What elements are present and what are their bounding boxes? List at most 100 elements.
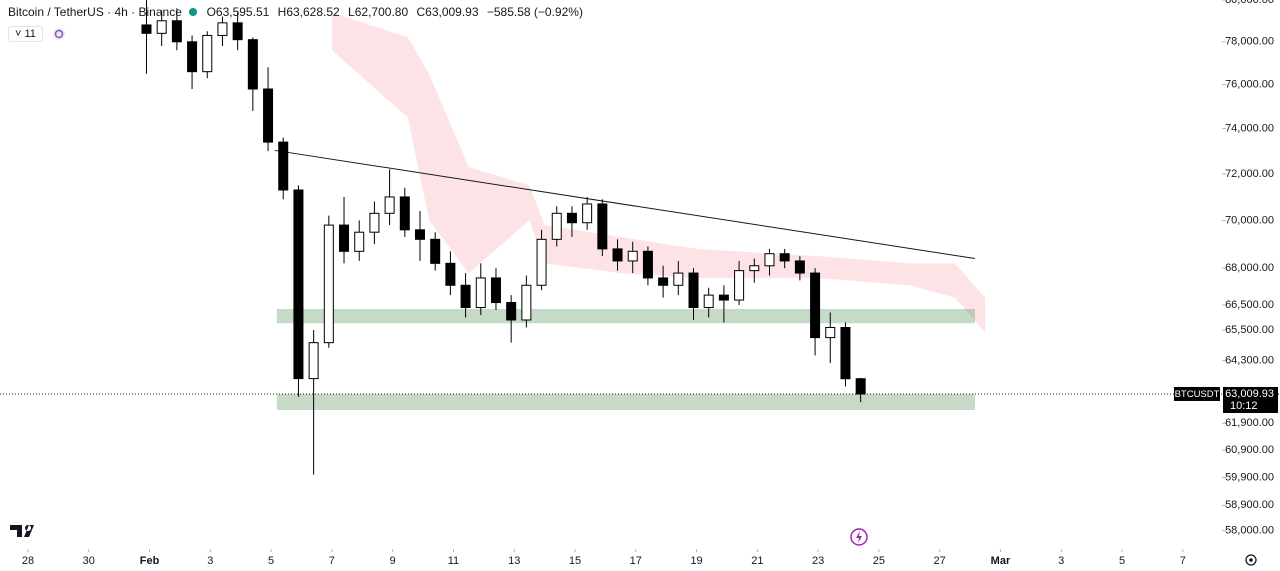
candle-body [247,39,258,90]
candle-body [354,231,365,252]
candle-body [430,238,441,264]
candle-body [475,277,486,309]
candle-body [734,270,745,301]
x-tick-label: 21 [751,555,763,567]
y-tick-label: 58,000.00 [1225,525,1274,537]
support-zone [276,308,975,324]
y-tick-label: 66,500.00 [1225,299,1274,311]
candle-body [597,203,608,250]
x-tick-label: 7 [329,555,335,567]
candle-body [156,20,167,34]
candle-body [490,277,501,304]
ohlc-label: O [206,5,216,19]
tv-logo [10,525,34,537]
y-tick-label: 64,300.00 [1225,354,1274,366]
x-tick-label: 9 [390,555,396,567]
candle-body [521,284,532,321]
ohlc-value: 63,628.52 [286,5,340,19]
ohlc-value: 63,009.93 [425,5,479,19]
candle-body [673,272,684,286]
ohlc-label: C [416,5,426,19]
gear-center [1249,558,1253,562]
gear-icon [1245,554,1257,566]
candle-body [840,327,851,380]
candle-body [141,24,152,34]
y-tick-label: 60,900.00 [1225,444,1274,456]
candle-body [217,22,228,36]
symbol-legend: Bitcoin / TetherUS · 4h · Binance O63,59… [8,5,583,19]
candle-body [308,342,319,380]
ohlc-value: 63,595.51 [215,5,270,19]
cloud [331,12,986,333]
price-tag [1223,386,1278,413]
y-tick-label: 58,900.00 [1225,499,1274,511]
y-tick-label: 74,000.00 [1225,123,1274,135]
lightning-button[interactable] [850,528,868,546]
candle-body [658,277,669,286]
candle-body [536,238,547,286]
ohlc-value: 62,700.80 [354,5,409,19]
x-tick-label: 17 [630,555,642,567]
candle-body [688,272,699,309]
background-layer [0,12,1280,411]
indicators-toggle[interactable]: ˅ 11 [8,26,43,42]
support-zone [276,393,975,411]
settings-button[interactable] [1245,554,1257,566]
candle-body [825,327,836,339]
x-tick-label: 23 [812,555,824,567]
candle-body [445,262,456,286]
x-tick-label: 15 [569,555,581,567]
symbol-tag-label: BTCUSDT [1175,389,1220,400]
x-tick-label: 28 [22,555,34,567]
y-tick-label: 61,900.00 [1225,417,1274,429]
y-tick-label: 76,000.00 [1225,79,1274,91]
lightning-ring [850,528,868,546]
symbol-name[interactable]: Bitcoin / TetherUS · 4h · Binance [8,5,182,19]
candle-body [582,203,593,224]
candle-body [718,294,729,301]
x-tick-label: 11 [448,555,459,567]
candle-body [278,141,289,191]
candle-body [855,378,866,395]
indicator-count: 11 [24,28,36,40]
x-tick-label: 25 [873,555,885,567]
candle-body [171,20,182,43]
candle-body [642,250,653,279]
x-tick-label: 19 [690,555,702,567]
candle-body [764,253,775,267]
y-tick-label: 65,500.00 [1225,324,1274,336]
x-tick-label: 13 [508,555,520,567]
candle-body [293,189,304,380]
y-tick-label: 68,000.00 [1225,262,1274,274]
sync-icon[interactable] [52,27,66,41]
y-tick-label: 72,000.00 [1225,168,1274,180]
plot-layer [141,0,866,475]
lightning-icon [856,531,862,543]
candle-body [323,224,334,344]
candle-body [369,212,380,233]
candle-body [551,212,562,240]
symbol-tag [1174,386,1220,401]
y-tick-label: 59,900.00 [1225,471,1274,483]
y-tick-label: 80,000.00 [1225,0,1274,6]
candle-body [232,22,243,41]
candle-body [566,212,577,224]
x-tick-label: 27 [934,555,946,567]
axis-layer: 80,000.00 78,000.00 76,000.00 74,000.00 72,0… [22,0,1278,567]
candle-body [703,294,714,309]
candle-body [399,196,410,231]
candle-body [187,41,198,73]
y-tick-label: 70,000.00 [1225,214,1274,226]
candle-body [202,34,213,73]
ohlc-label: L [348,5,355,19]
candle-body [794,260,805,274]
candle-body [414,229,425,240]
candle-body [384,196,395,214]
candle-body [263,88,274,143]
ohlc-label: H [277,5,287,19]
x-tick-label: Feb [140,555,160,567]
logo-shape [10,525,34,537]
x-tick-label: 5 [1119,555,1125,567]
x-tick-label: 7 [1180,555,1186,567]
